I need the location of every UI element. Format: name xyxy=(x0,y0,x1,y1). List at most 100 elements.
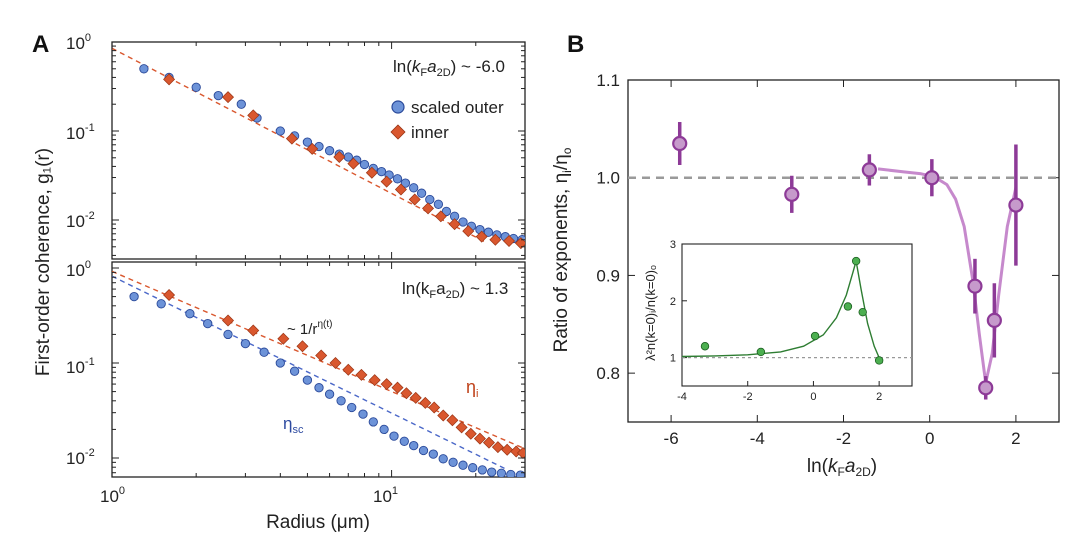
b-xtick-label: 0 xyxy=(925,429,934,448)
svg-text:100: 100 xyxy=(100,485,125,506)
a-bot-outer-point xyxy=(496,468,507,477)
a-bot-outer-point xyxy=(203,318,213,329)
inset-data-point xyxy=(700,342,710,351)
a-top-inner-point xyxy=(422,202,435,215)
a-tick-marks xyxy=(111,41,526,477)
a-top-outer-point xyxy=(191,82,201,92)
a-bottom-plot-area xyxy=(112,270,525,477)
a-bot-inner-point xyxy=(437,409,450,422)
b-ytick-label: 0.9 xyxy=(596,266,620,285)
a-top-inner-point xyxy=(408,193,421,206)
a-bot-outer-point xyxy=(379,424,389,435)
a-ylabel: First-order coherence, g₁(r) xyxy=(33,148,54,376)
svg-text:10-2: 10-2 xyxy=(66,447,95,468)
svg-text:10-2: 10-2 xyxy=(66,210,95,231)
a-top-outer-point xyxy=(139,64,149,74)
panel-a-label: A xyxy=(32,31,49,58)
a-top-inner-point xyxy=(462,225,475,238)
a-bot-inner-point xyxy=(296,340,309,353)
b-data-point xyxy=(861,162,877,178)
a-bot-outer-point xyxy=(389,431,399,441)
a-bot-outer-point xyxy=(428,449,438,459)
a-bot-outer-point xyxy=(289,366,300,376)
a-bottom-annotation: ln(kFa2D) ~ 1.3 xyxy=(402,279,508,301)
a-top-inner-point xyxy=(434,210,447,223)
a-bot-inner-point xyxy=(247,324,260,337)
a-top-inner-point xyxy=(448,218,461,231)
a-top-inner-point xyxy=(475,230,488,243)
a-top-outer-point xyxy=(458,217,468,227)
a-bot-inner-point xyxy=(329,357,342,369)
b-ylabel: Ratio of exponents, ηi/ηo xyxy=(551,147,574,352)
a-top-outer-point xyxy=(324,146,335,156)
b-data-point xyxy=(672,135,688,152)
a-top-plot-area xyxy=(112,47,525,250)
a-bot-inner-point xyxy=(315,349,328,362)
legend-diamond-marker xyxy=(390,124,406,140)
a-bot-outer-point xyxy=(409,440,419,451)
a-top-outer-point xyxy=(359,159,370,170)
a-top-inner-point xyxy=(222,91,235,104)
a-top-outer-point xyxy=(425,194,435,205)
eta-i-label: ηi xyxy=(466,377,478,400)
a-top-outer-point xyxy=(376,166,387,177)
a-bot-inner-point xyxy=(391,381,404,394)
a-bot-inner-point xyxy=(491,441,504,454)
a-bot-inner-point xyxy=(464,427,477,440)
svg-text:101: 101 xyxy=(373,485,398,506)
a-bot-inner-point xyxy=(163,288,176,301)
inset-ytick-label: 2 xyxy=(670,296,676,308)
b-fit-curve xyxy=(877,167,1018,385)
a-bot-outer-point xyxy=(347,402,357,413)
a-top-outer-point xyxy=(441,206,452,217)
inset-data-point xyxy=(858,307,867,317)
a-top-inner-point xyxy=(394,183,407,196)
legend-inner: inner xyxy=(411,123,449,142)
a-top-inner-point xyxy=(163,73,176,86)
inset-xtick-label: 0 xyxy=(810,391,816,403)
a-bot-outer-point xyxy=(368,417,378,427)
a-legend: scaled outer inner xyxy=(390,98,504,142)
a-bot-outer-point xyxy=(336,396,346,406)
b-data-point xyxy=(924,170,940,186)
a-bot-inner-point xyxy=(400,387,413,400)
b-xtick-label: -6 xyxy=(664,429,679,448)
b-axis-ticks: -6 -4 -2 0 2 0.8 0.9 1.0 1.1 xyxy=(596,71,1059,448)
a-top-outer-point xyxy=(400,178,411,188)
inset-frame xyxy=(681,243,913,387)
a-bot-outer-point xyxy=(477,465,487,475)
a-bot-outer-point xyxy=(487,467,497,477)
legend-circle-marker xyxy=(391,100,405,114)
inset-ytick-label: 3 xyxy=(670,239,676,251)
a-bot-inner-point xyxy=(380,378,393,391)
b-ytick-label: 1.0 xyxy=(596,169,620,188)
a-bot-inner-point xyxy=(446,414,459,427)
b-xlabel: ln(kFa2D) xyxy=(807,456,877,479)
a-top-inner-point xyxy=(365,166,378,179)
a-top-ytick-1: 100 xyxy=(66,32,91,53)
a-top-outer-point xyxy=(275,126,285,136)
a-bot-inner-point xyxy=(473,432,486,445)
a-top-outer-point xyxy=(392,174,403,184)
a-top-outer-point xyxy=(302,137,313,147)
a-bot-ytick-0.1: 10-1 xyxy=(66,356,95,377)
b-data-point xyxy=(986,312,1002,328)
a-xlabel: Radius (μm) xyxy=(266,512,370,533)
eta-sc-label: ηsc xyxy=(283,414,304,436)
b-xtick-label: 2 xyxy=(1011,429,1020,448)
a-bot-outer-point xyxy=(506,469,516,477)
a-bot-outer-point xyxy=(515,470,525,477)
panel-a-bottom-frame xyxy=(111,261,526,478)
inset-xtick-label: -4 xyxy=(677,391,687,403)
a-bot-outer-point xyxy=(399,436,409,446)
a-bot-outer-point xyxy=(223,329,233,340)
a-bot-outer-point xyxy=(275,358,285,368)
a-bot-inner-point xyxy=(501,443,514,456)
a-xtick-10: 101 xyxy=(373,485,398,506)
a-bot-ytick-1: 100 xyxy=(66,259,91,280)
a-top-outer-point xyxy=(236,99,246,109)
a-bot-inner-point xyxy=(355,368,368,381)
inset-data-point xyxy=(851,256,861,266)
a-top-inner-point xyxy=(306,142,319,155)
